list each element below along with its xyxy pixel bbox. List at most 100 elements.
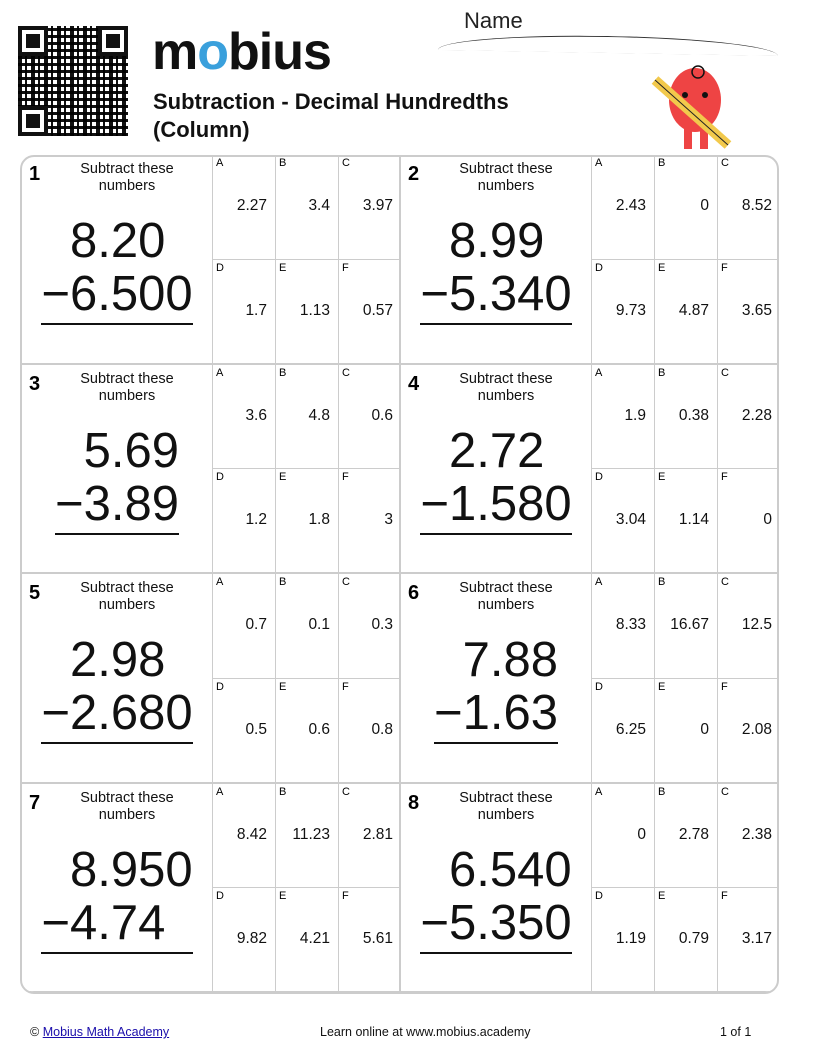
choice-value: 0.3: [371, 616, 393, 633]
answer-choice-f[interactable]: F 0: [717, 469, 777, 574]
bottom-operand-part: .63: [489, 686, 558, 740]
answer-choice-a[interactable]: A 0.7: [212, 574, 275, 679]
choice-value: 11.23: [292, 825, 330, 843]
answer-choice-f[interactable]: F 3: [338, 469, 401, 574]
choice-letter: B: [658, 157, 666, 169]
answer-choice-c[interactable]: C 2.81: [338, 783, 401, 888]
instruction: Subtract these numbers: [459, 789, 553, 823]
problem-number: 1: [29, 163, 41, 185]
answer-choice-f[interactable]: F 2.08: [717, 678, 777, 783]
choice-value: 1.9: [624, 406, 646, 424]
answer-choice-d[interactable]: D 1.19: [591, 888, 654, 992]
answer-choice-a[interactable]: A 8.42: [212, 783, 275, 888]
answer-choice-d[interactable]: D 9.73: [591, 259, 654, 364]
answer-choice-d[interactable]: D 6.25: [591, 678, 654, 783]
choice-value: 4.87: [678, 301, 709, 319]
choice-value: 3.04: [615, 511, 646, 528]
top-operand-part: 8: [69, 214, 98, 268]
column-subtraction: 8.99−5.340: [401, 215, 591, 325]
answer-choice-c[interactable]: C 0.6: [338, 364, 401, 469]
answer-choice-c[interactable]: C 3.97: [338, 157, 401, 260]
answer-choice-b[interactable]: B 16.67: [654, 574, 717, 679]
column-subtraction: 2.72−1.580: [401, 424, 591, 535]
answer-choice-a[interactable]: A 1.9: [591, 364, 654, 469]
answer-choice-a[interactable]: A 0: [591, 783, 654, 888]
column-subtraction: 7.88−1.63: [401, 634, 591, 744]
answer-choice-d[interactable]: D 1.2: [212, 469, 275, 574]
mobius-academy-link[interactable]: Mobius Math Academy: [42, 1025, 170, 1039]
choice-value: 3.17: [741, 930, 772, 947]
answer-choice-a[interactable]: A 3.6: [212, 364, 275, 469]
answer-choice-f[interactable]: F 5.61: [338, 888, 401, 992]
page-number: 1 of 1: [720, 1025, 752, 1039]
choice-letter: A: [216, 366, 224, 379]
answer-choice-e[interactable]: E 1.13: [275, 259, 338, 364]
choice-value: 1.8: [308, 511, 330, 528]
answer-choice-f[interactable]: F 0.57: [338, 259, 401, 364]
bottom-operand-part: −: [41, 686, 70, 740]
answer-choice-b[interactable]: B 3.4: [275, 157, 338, 260]
answer-choice-d[interactable]: D 0.5: [212, 678, 275, 783]
bottom-operand-part: −: [420, 267, 449, 321]
choice-value: 2.38: [741, 825, 772, 843]
top-operand-part: [420, 425, 449, 478]
problem-3: 3 Subtract these numbers 5.69−3.89 A 3.6…: [22, 364, 401, 574]
choice-value: 0.6: [371, 406, 393, 424]
bottom-operand-part: .580: [476, 476, 572, 531]
choice-letter: D: [595, 680, 603, 693]
choice-value: 1.13: [299, 301, 330, 319]
choice-value: 6.25: [615, 720, 646, 738]
answer-choice-a[interactable]: A 8.33: [591, 574, 654, 679]
problem-7: 7 Subtract these numbers 8.950−4.74 A 8.…: [22, 783, 401, 992]
answer-choice-e[interactable]: E 0.79: [654, 888, 717, 992]
top-operand-part: [420, 844, 449, 897]
answer-choice-e[interactable]: E 4.87: [654, 259, 717, 364]
answer-choice-b[interactable]: B 2.78: [654, 783, 717, 888]
answer-choice-e[interactable]: E 0: [654, 678, 717, 783]
answer-choice-d[interactable]: D 9.82: [212, 888, 275, 992]
top-operand-part: .98: [97, 633, 166, 687]
answer-choice-f[interactable]: F 0.8: [338, 678, 401, 783]
choice-value: 0.79: [678, 930, 709, 947]
answer-choice-c[interactable]: C 12.5: [717, 574, 777, 679]
top-operand-part: .99: [476, 214, 545, 268]
answer-choice-f[interactable]: F 3.65: [717, 259, 777, 364]
top-operand-part: .540: [476, 842, 572, 897]
answer-choice-e[interactable]: E 1.8: [275, 469, 338, 574]
answer-choice-c[interactable]: C 2.38: [717, 783, 777, 888]
choice-letter: E: [279, 471, 287, 483]
choice-value: 0.1: [308, 616, 330, 633]
problem-number: 5: [29, 582, 41, 604]
bottom-operand-part: −: [420, 476, 449, 531]
choice-letter: D: [595, 890, 603, 902]
answer-choice-a[interactable]: A 2.27: [212, 157, 275, 260]
choice-value: 12.5: [741, 616, 772, 633]
answer-choice-b[interactable]: B 0: [654, 157, 717, 260]
problem-grid: 1 Subtract these numbers 8.20−6.500 A 2.…: [20, 155, 779, 994]
answer-choice-d[interactable]: D 3.04: [591, 469, 654, 574]
answer-choice-b[interactable]: B 0.1: [275, 574, 338, 679]
bottom-operand-part: .89: [110, 476, 179, 531]
answer-choice-b[interactable]: B 11.23: [275, 783, 338, 888]
choice-letter: C: [342, 785, 350, 798]
choice-value: 0: [637, 825, 646, 843]
answer-choice-d[interactable]: D 1.7: [212, 259, 275, 364]
answer-choice-c[interactable]: C 8.52: [717, 157, 777, 260]
answer-choice-b[interactable]: B 4.8: [275, 364, 338, 469]
choice-value: 3.6: [245, 406, 267, 424]
mobius-logo: mobius: [152, 23, 332, 81]
answer-choice-f[interactable]: F 3.17: [717, 888, 777, 992]
answer-choice-e[interactable]: E 1.14: [654, 469, 717, 574]
bottom-operand-part: −: [54, 476, 84, 531]
answer-choice-e[interactable]: E 0.6: [275, 678, 338, 783]
answer-choice-c[interactable]: C 0.3: [338, 574, 401, 679]
answer-choice-a[interactable]: A 2.43: [591, 157, 654, 260]
answer-choice-e[interactable]: E 4.21: [275, 888, 338, 992]
bottom-operand-part: −: [433, 686, 463, 740]
problem-number: 3: [29, 372, 41, 395]
answer-choice-c[interactable]: C 2.28: [717, 364, 777, 469]
answer-choice-b[interactable]: B 0.38: [654, 364, 717, 469]
name-line[interactable]: [437, 33, 779, 56]
choice-letter: A: [216, 157, 224, 169]
choice-value: 2.27: [236, 197, 267, 214]
